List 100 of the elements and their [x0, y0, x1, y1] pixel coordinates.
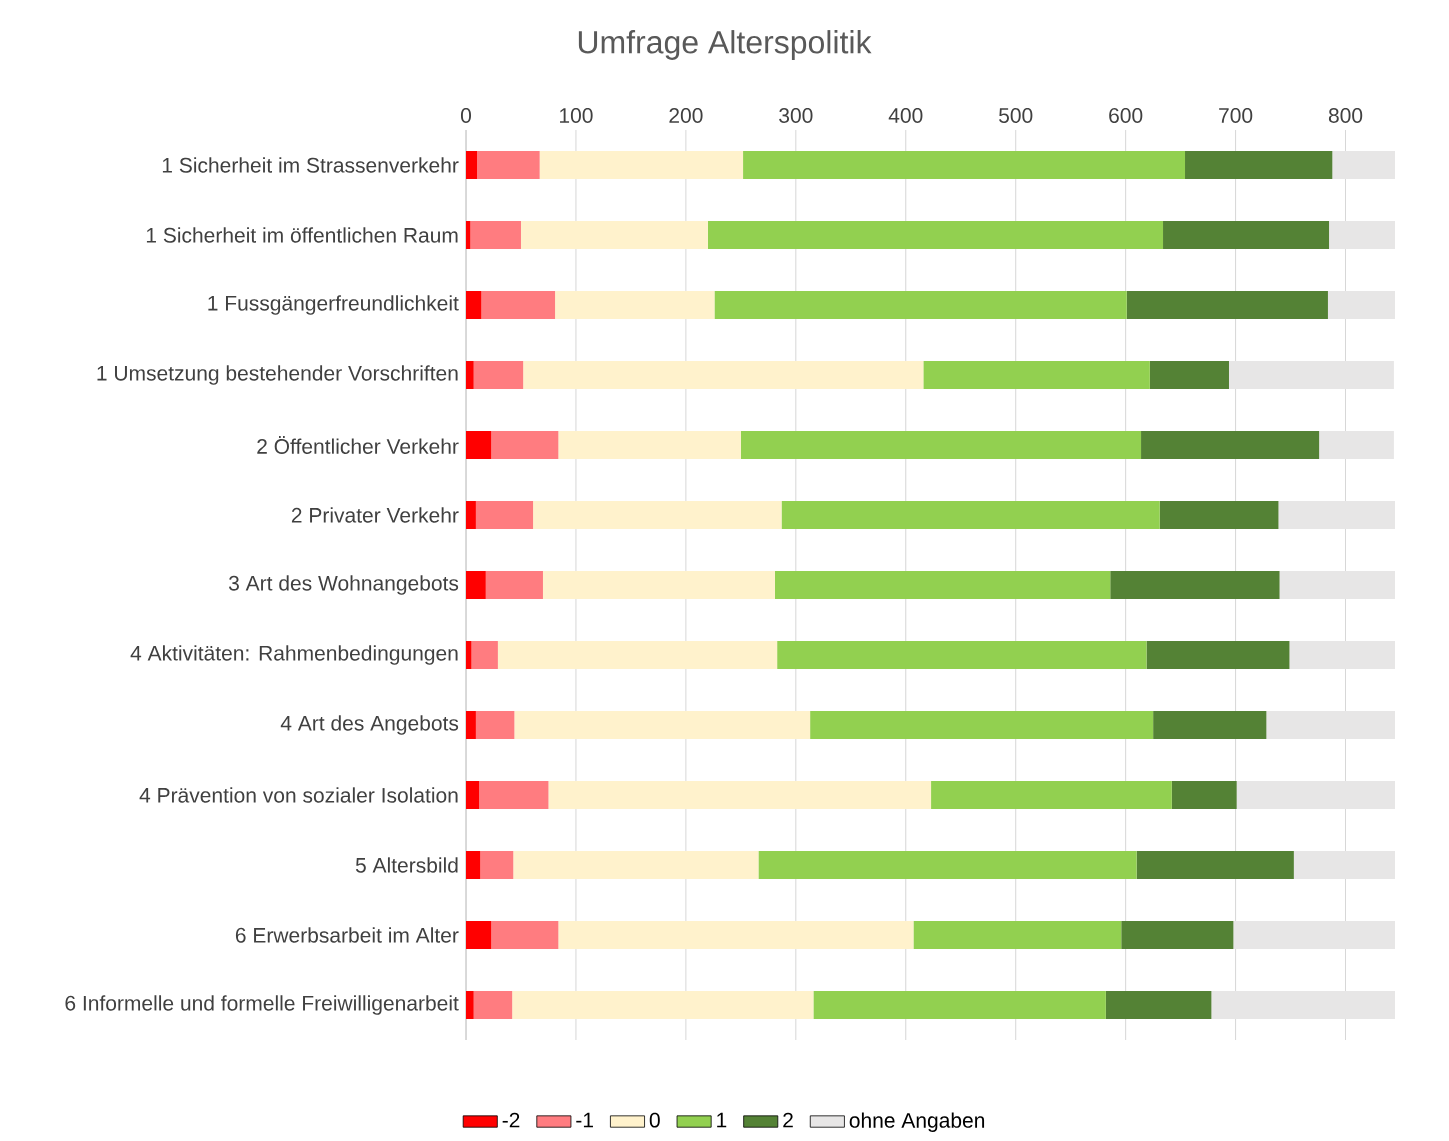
bar — [473, 361, 524, 390]
bar — [466, 711, 476, 740]
legend-label: -2 — [502, 1112, 520, 1128]
bar — [542, 571, 775, 600]
bar — [1153, 711, 1267, 740]
bar — [923, 361, 1150, 390]
bar — [491, 431, 559, 459]
y-tick-label: 6 Informelle und formelle Freiwilligenarbeit — [65, 995, 459, 1015]
bar — [743, 151, 1186, 179]
bar — [1289, 641, 1395, 670]
bar — [1126, 291, 1328, 319]
bar — [548, 781, 932, 809]
x-tick-label: 100 — [560, 108, 593, 123]
bar — [1136, 851, 1294, 880]
y-tick-label: 1 Fussgängerfreundlichkeit — [208, 295, 459, 315]
bar — [1329, 221, 1395, 249]
y-tick-label: 4 Art des Angebots — [280, 715, 459, 735]
bar — [1319, 431, 1394, 459]
bar — [485, 571, 543, 600]
bar — [740, 431, 1142, 459]
x-tick-label: 700 — [1219, 108, 1253, 123]
legend-label: 1 — [717, 1112, 727, 1128]
bar — [477, 151, 540, 179]
bar — [913, 921, 1122, 950]
bar — [466, 851, 481, 880]
bar — [1159, 501, 1279, 530]
bar — [1105, 991, 1212, 1020]
x-tick-label: 300 — [779, 108, 813, 123]
bar — [758, 851, 1137, 880]
bar — [466, 361, 474, 390]
bar — [810, 711, 1154, 740]
bar — [533, 501, 782, 530]
y-tick-label: 1 Umsetzung bestehender Vorschriften — [97, 365, 458, 385]
bar — [475, 711, 515, 740]
x-tick-label: 400 — [888, 108, 923, 123]
bar — [1141, 431, 1320, 459]
bar — [1236, 781, 1395, 809]
bar — [514, 711, 811, 740]
bar — [931, 781, 1172, 809]
bar — [1233, 921, 1395, 950]
bar — [714, 291, 1127, 319]
y-tick-label: 6 Erwerbsarbeit im Alter — [235, 927, 459, 943]
legend-label: -1 — [576, 1112, 593, 1128]
y-tick-label: 4 Prävention von sozialer Isolation — [139, 787, 458, 803]
bar — [466, 501, 476, 530]
bar — [1279, 571, 1395, 600]
y-tick-label: 5 Altersbild — [355, 857, 458, 873]
legend-label: 2 — [783, 1112, 793, 1128]
y-tick-label: 1 Sicherheit im öffentlichen Raum — [146, 227, 458, 243]
bar — [1121, 921, 1234, 950]
y-tick-label: 3 Art des Wohnangebots — [228, 575, 459, 595]
y-tick-label: 2 Öffentlicher Verkehr — [257, 436, 459, 454]
bar — [466, 221, 471, 249]
bar — [480, 851, 514, 880]
y-tick-label: 1 Sicherheit im Strassenverkehr — [162, 157, 459, 173]
bar — [1332, 151, 1395, 179]
bar — [1211, 991, 1395, 1020]
bar — [470, 221, 521, 249]
bar — [481, 291, 556, 319]
bar — [539, 151, 744, 179]
bar — [473, 991, 513, 1020]
bar — [1278, 501, 1395, 530]
bar — [707, 221, 1164, 249]
bar — [1163, 221, 1330, 249]
y-tick-label: 4 Aktivitäten: Rahmenbedingungen — [130, 645, 458, 665]
bar — [1185, 151, 1333, 179]
bar — [1327, 291, 1395, 319]
bar — [471, 641, 498, 670]
bar — [466, 921, 492, 950]
bar — [466, 151, 477, 179]
x-tick-label: 200 — [669, 108, 703, 123]
bar — [774, 571, 1111, 600]
x-tick-label: 500 — [999, 108, 1033, 123]
bar — [1149, 361, 1229, 390]
bar — [466, 291, 482, 319]
bar — [1146, 641, 1290, 670]
bar — [497, 641, 778, 670]
bar — [555, 291, 715, 319]
bar — [1110, 571, 1280, 600]
bar — [558, 921, 914, 950]
y-tick-label: 2 Privater Verkehr — [291, 507, 459, 523]
bar — [1266, 711, 1395, 740]
bar — [1171, 781, 1237, 809]
bar — [777, 641, 1147, 670]
x-tick-label: 600 — [1109, 108, 1143, 123]
bar — [523, 361, 924, 390]
chart-title: Umfrage Alterspolitik — [578, 30, 872, 60]
bar — [513, 851, 759, 880]
legend-label: ohne Angaben — [849, 1112, 985, 1132]
bar — [512, 991, 814, 1020]
bar — [520, 221, 708, 249]
bar — [491, 921, 559, 950]
bar — [1293, 851, 1395, 880]
bar — [1228, 361, 1394, 390]
bar — [558, 431, 741, 459]
bar — [479, 781, 549, 809]
bar — [466, 781, 480, 809]
bar — [466, 991, 474, 1020]
bar — [475, 501, 534, 530]
bar — [813, 991, 1106, 1020]
